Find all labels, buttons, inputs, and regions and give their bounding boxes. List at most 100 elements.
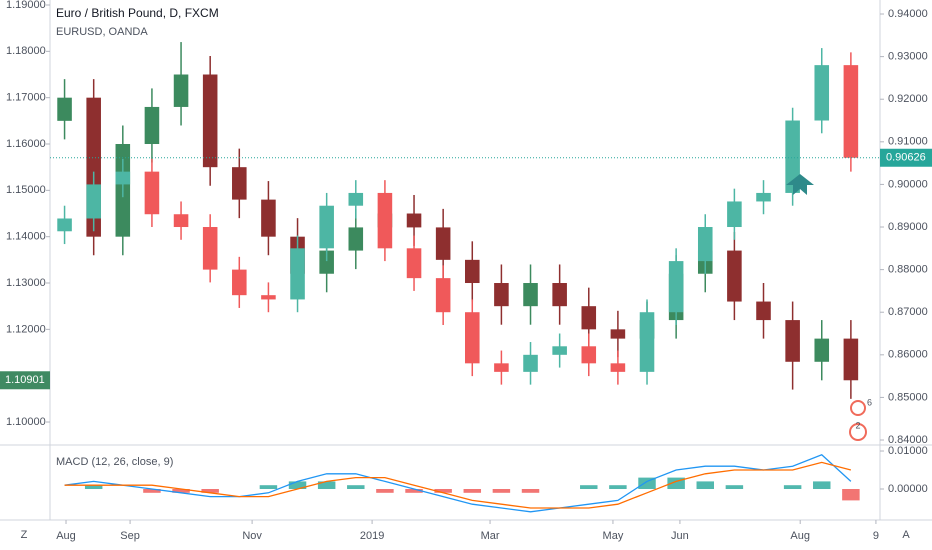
candle-body (232, 167, 247, 200)
candle-body (144, 171, 160, 215)
x-tick-label: Mar (481, 530, 500, 542)
signal-line (64, 461, 852, 509)
candle-body (261, 199, 276, 237)
histogram-bar (259, 485, 278, 490)
candle-body (756, 192, 771, 202)
price-label-box (880, 148, 932, 167)
candle-body (435, 278, 451, 313)
candle-body (610, 363, 626, 372)
candle-body (406, 213, 422, 228)
histogram-bar (813, 481, 831, 490)
x-tick-label: 9 (873, 530, 879, 542)
candle-body (727, 201, 742, 228)
candle-body (57, 218, 72, 232)
event-icon[interactable] (849, 423, 867, 441)
macd-tick-label: 0.00000 (888, 483, 928, 495)
candle-body (756, 301, 771, 321)
candle-body (639, 312, 655, 372)
candle-body (843, 65, 859, 158)
candle-body (785, 320, 800, 362)
y-tick-label: 1.12000 (6, 323, 46, 335)
candle-body (173, 74, 189, 107)
histogram-bar (725, 485, 744, 490)
toolbar-button[interactable]: A (902, 529, 910, 541)
candle-body (552, 346, 567, 355)
event-count[interactable]: 6 (867, 397, 872, 407)
candle-body (668, 261, 684, 313)
x-tick-label: Nov (242, 530, 262, 542)
macd-title: MACD (12, 26, close, 9) (56, 456, 173, 468)
histogram-bar (842, 489, 860, 501)
price-label: 0.90626 (886, 152, 926, 164)
candle-body (523, 354, 538, 372)
chart-title: Euro / British Pound, D, FXCM (56, 6, 219, 20)
y-tick-label: 1.19000 (6, 0, 46, 11)
candle-body (727, 250, 742, 302)
candle-body (494, 363, 509, 372)
candle-body (377, 192, 393, 249)
candle-body (348, 192, 364, 206)
y-tick-label: 1.13000 (6, 277, 46, 289)
toolbar-button[interactable]: Z (21, 529, 28, 541)
y2-tick-label: 0.87000 (888, 306, 928, 318)
event-count[interactable]: 2 (855, 420, 860, 430)
candle-body (319, 205, 334, 249)
histogram-bar (609, 485, 627, 490)
candle-body (319, 250, 334, 274)
candle-body (202, 74, 218, 168)
candle-body (494, 283, 509, 307)
y2-tick-label: 0.94000 (888, 8, 928, 20)
histogram-bar (521, 489, 540, 493)
candle-body (785, 120, 800, 193)
candle-body (465, 312, 480, 364)
y-tick-label: 1.17000 (6, 92, 46, 104)
histogram-bar (434, 489, 452, 493)
candle-body (814, 338, 830, 362)
y2-tick-label: 0.89000 (888, 221, 928, 233)
macd-line (64, 454, 852, 513)
histogram-bar (288, 481, 307, 490)
y-tick-label: 1.15000 (6, 184, 46, 196)
candle-body (581, 346, 597, 364)
candle-body (232, 269, 247, 296)
macd-tick-label: 0.01000 (888, 445, 928, 457)
candle-body (552, 283, 567, 307)
y-tick-label: 1.16000 (6, 138, 46, 150)
histogram-bar (667, 477, 685, 490)
candle-body (86, 184, 101, 219)
candle-body (144, 106, 160, 145)
histogram-bar (696, 481, 714, 490)
price-label: 1.10901 (5, 374, 45, 386)
candle-body (843, 338, 859, 381)
histogram-bar (783, 485, 802, 490)
histogram-bar (638, 477, 656, 490)
y2-tick-label: 0.93000 (888, 51, 928, 63)
y2-tick-label: 0.88000 (888, 264, 928, 276)
histogram-bar (201, 489, 219, 493)
candle-body (202, 227, 218, 270)
candle-body (814, 65, 830, 121)
x-tick-label: Aug (56, 530, 76, 542)
candle-body (115, 171, 131, 185)
histogram-bar (492, 489, 511, 493)
y2-tick-label: 0.90000 (888, 178, 928, 190)
arrow-annotation (786, 174, 814, 195)
histogram-bar (317, 481, 336, 490)
candle-body (57, 97, 72, 121)
y2-tick-label: 0.86000 (888, 349, 928, 361)
histogram-bar (376, 489, 394, 493)
event-icon[interactable] (850, 400, 866, 416)
candle-body (406, 248, 422, 279)
x-tick-label: Sep (120, 530, 140, 542)
histogram-bar (463, 489, 482, 493)
histogram-bar (172, 489, 190, 493)
candle-body (435, 227, 451, 260)
y-tick-label: 1.10000 (6, 416, 46, 428)
candle-body (610, 329, 626, 339)
histogram-bar (84, 485, 103, 490)
histogram-bar (405, 489, 423, 493)
y2-tick-label: 0.92000 (888, 93, 928, 105)
y2-tick-label: 0.85000 (888, 391, 928, 403)
y2-tick-label: 0.84000 (888, 434, 928, 446)
